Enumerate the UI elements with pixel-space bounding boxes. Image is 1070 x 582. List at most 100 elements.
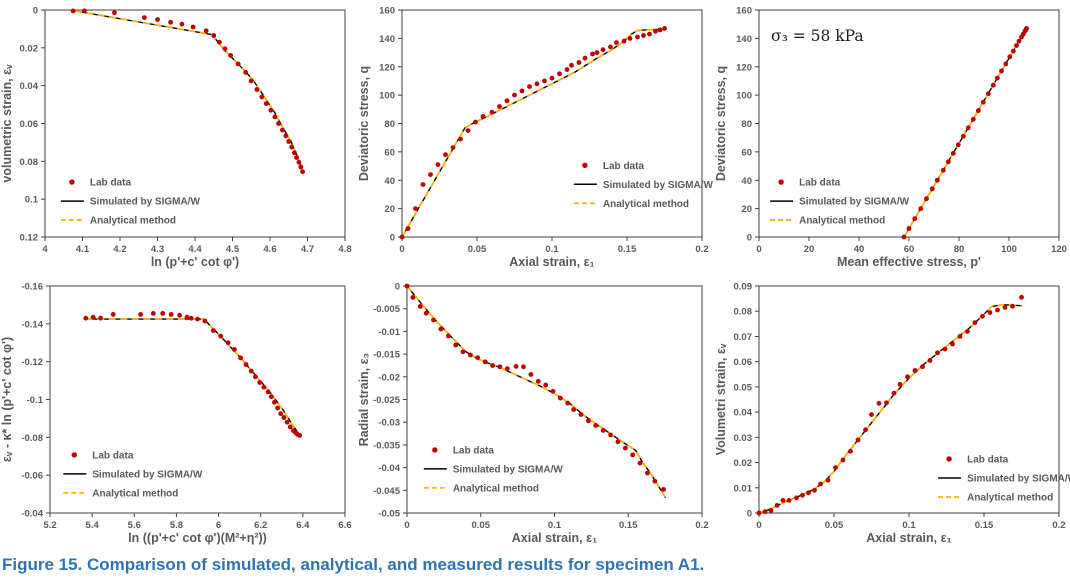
svg-text:160: 160 — [736, 6, 752, 17]
svg-text:140: 140 — [379, 34, 395, 45]
strain-term-vs-ln-p-m2-eta2-chart: 5.2 5.4 5.6 5.8 6 6.2 6.4 6.6 -0.16 -0.14 -0.12 -0.… — [0, 282, 352, 546]
svg-text:-0.03: -0.03 — [378, 418, 400, 429]
svg-text:volumetric strain, εᵥ: volumetric strain, εᵥ — [0, 64, 14, 183]
svg-text:-0.04: -0.04 — [378, 463, 400, 474]
svg-text:0.02: 0.02 — [734, 458, 753, 469]
svg-text:-0.1: -0.1 — [27, 395, 44, 406]
svg-text:80: 80 — [741, 119, 752, 130]
svg-text:0: 0 — [747, 509, 752, 520]
svg-text:Analytical method: Analytical method — [799, 216, 885, 227]
svg-text:0.08: 0.08 — [20, 157, 39, 168]
panel-deviatoric-stress-vs-axial-strain: 0 0.05 0.1 0.15 0.2 0 20 40 60 80 100 120 140 160 Axia… — [357, 0, 713, 273]
svg-text:0.1: 0.1 — [25, 195, 39, 206]
svg-text:6: 6 — [216, 520, 221, 531]
svg-text:4.1: 4.1 — [76, 244, 90, 255]
deviatoric-stress-vs-mean-effective-stress-chart: 0 20 40 60 80 100 120 0 20 40 60 80 100 120 140 160 Mean… — [714, 6, 1067, 270]
svg-text:-0.045: -0.045 — [373, 486, 401, 497]
svg-text:Axial strain, ε₁: Axial strain, ε₁ — [509, 255, 594, 269]
svg-text:-0.01: -0.01 — [378, 327, 400, 338]
svg-text:4.2: 4.2 — [113, 244, 126, 255]
svg-text:0.15: 0.15 — [619, 520, 638, 531]
svg-text:4.7: 4.7 — [301, 244, 314, 255]
svg-text:5.2: 5.2 — [43, 520, 56, 531]
svg-text:40: 40 — [384, 176, 395, 187]
radial-strain-vs-axial-strain-chart: 0 0.05 0.1 0.15 0.2 0 -0.005 -0.01 -0.015 -0.02 -0… — [357, 282, 709, 546]
panel-volumetric-strain-vs-ln-p: 4 4.1 4.2 4.3 4.4 4.5 4.6 4.7 4.8 0 0.02 0.04 0.06 0.… — [0, 0, 356, 273]
panel-radial-strain-vs-axial-strain: 0 0.05 0.1 0.15 0.2 0 -0.005 -0.01 -0.015 -0.02 -0… — [357, 276, 713, 549]
panel-volumetric-strain-vs-axial-strain: 0 0.05 0.1 0.15 0.2 0 0.01 0.02 0.03 0.04 0.05 0.06… — [714, 276, 1070, 549]
svg-text:0.01: 0.01 — [734, 483, 753, 494]
svg-text:Deviatoric stress, q: Deviatoric stress, q — [714, 66, 728, 181]
svg-text:0.05: 0.05 — [734, 382, 753, 393]
svg-text:0.05: 0.05 — [468, 244, 487, 255]
svg-text:0.15: 0.15 — [618, 244, 637, 255]
figure-caption: Figure 15. Comparison of simulated, anal… — [2, 555, 705, 574]
svg-text:0: 0 — [756, 244, 761, 255]
svg-text:0.02: 0.02 — [20, 43, 39, 54]
svg-text:4.5: 4.5 — [226, 244, 240, 255]
svg-text:ln ((p'+c' cot φ')(M²+η²)): ln ((p'+c' cot φ')(M²+η²)) — [128, 531, 267, 545]
svg-text:-0.025: -0.025 — [373, 395, 401, 406]
svg-text:Lab data: Lab data — [603, 161, 645, 172]
svg-text:-0.14: -0.14 — [21, 319, 43, 330]
svg-text:Analytical method: Analytical method — [453, 483, 539, 494]
svg-text:0.03: 0.03 — [734, 433, 753, 444]
svg-text:-0.035: -0.035 — [373, 440, 401, 451]
svg-text:Simulated by SIGMA/W: Simulated by SIGMA/W — [967, 473, 1070, 484]
svg-text:100: 100 — [736, 91, 752, 102]
svg-text:0: 0 — [395, 282, 400, 293]
svg-text:0.1: 0.1 — [548, 520, 562, 531]
svg-text:0.08: 0.08 — [734, 307, 753, 318]
svg-text:0.05: 0.05 — [825, 520, 844, 531]
svg-text:-0.12: -0.12 — [21, 357, 43, 368]
svg-text:Lab data: Lab data — [967, 454, 1009, 465]
svg-text:6.2: 6.2 — [254, 520, 267, 531]
svg-text:0: 0 — [756, 520, 761, 531]
svg-text:0.09: 0.09 — [734, 282, 753, 293]
svg-text:Analytical method: Analytical method — [92, 488, 178, 499]
svg-text:Lab data: Lab data — [92, 450, 134, 461]
svg-text:Analytical method: Analytical method — [967, 492, 1053, 503]
volumetric-strain-vs-axial-strain-chart: 0 0.05 0.1 0.15 0.2 0 0.01 0.02 0.03 0.04 0.05 0.06… — [714, 282, 1070, 546]
svg-text:0.1: 0.1 — [902, 520, 916, 531]
svg-text:-0.02: -0.02 — [378, 372, 400, 383]
svg-text:0.04: 0.04 — [20, 81, 39, 92]
svg-text:Lab data: Lab data — [453, 445, 495, 456]
svg-text:Simulated by SIGMA/W: Simulated by SIGMA/W — [603, 180, 713, 191]
svg-text:6.4: 6.4 — [296, 520, 310, 531]
svg-text:4: 4 — [42, 244, 48, 255]
svg-text:σ₃ = 58 kPa: σ₃ = 58 kPa — [771, 27, 864, 45]
svg-text:4.4: 4.4 — [188, 244, 202, 255]
svg-text:-0.16: -0.16 — [21, 282, 43, 293]
svg-text:20: 20 — [804, 244, 815, 255]
svg-text:5.4: 5.4 — [86, 520, 100, 531]
svg-text:Volumetri strain, εᵥ: Volumetri strain, εᵥ — [714, 343, 728, 455]
svg-text:5.8: 5.8 — [170, 520, 183, 531]
svg-text:-0.08: -0.08 — [21, 433, 43, 444]
svg-text:ln (p'+c' cot φ'): ln (p'+c' cot φ') — [151, 255, 239, 269]
svg-text:0.06: 0.06 — [734, 357, 753, 368]
svg-text:Simulated by SIGMA/W: Simulated by SIGMA/W — [799, 197, 910, 208]
svg-text:100: 100 — [1001, 244, 1017, 255]
svg-text:Axial strain, ε₁: Axial strain, ε₁ — [866, 531, 951, 545]
svg-text:Simulated by SIGMA/W: Simulated by SIGMA/W — [92, 469, 203, 480]
svg-text:20: 20 — [741, 204, 752, 215]
svg-text:Simulated by SIGMA/W: Simulated by SIGMA/W — [90, 197, 201, 208]
svg-text:0: 0 — [399, 244, 404, 255]
svg-text:4.3: 4.3 — [151, 244, 164, 255]
svg-text:120: 120 — [379, 62, 395, 73]
volumetric-strain-vs-ln-p-chart: 4 4.1 4.2 4.3 4.4 4.5 4.6 4.7 4.8 0 0.02 0.04 0.06 0.… — [0, 6, 352, 270]
chart-grid: 4 4.1 4.2 4.3 4.4 4.5 4.6 4.7 4.8 0 0.02 0.04 0.06 0.… — [0, 0, 1070, 549]
svg-text:0: 0 — [390, 233, 395, 244]
svg-text:0: 0 — [747, 233, 752, 244]
svg-text:0.12: 0.12 — [20, 233, 39, 244]
svg-text:40: 40 — [741, 176, 752, 187]
svg-text:40: 40 — [854, 244, 865, 255]
svg-text:120: 120 — [1051, 244, 1067, 255]
svg-text:Deviatoric stress, q: Deviatoric stress, q — [357, 66, 371, 181]
svg-text:0.2: 0.2 — [1052, 520, 1065, 531]
svg-text:Analytical method: Analytical method — [90, 216, 176, 227]
svg-text:80: 80 — [384, 119, 395, 130]
svg-text:Axial strain, ε₁: Axial strain, ε₁ — [512, 531, 597, 545]
